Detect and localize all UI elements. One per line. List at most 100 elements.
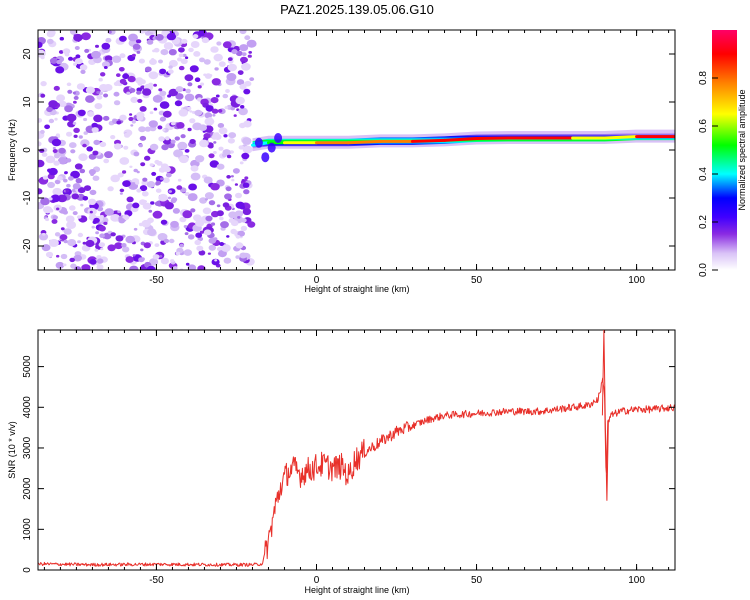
noise-speckle — [231, 178, 235, 182]
colorbar-tick-label: 0.4 — [698, 167, 709, 181]
noise-speckle — [79, 64, 88, 71]
noise-speckle — [241, 179, 245, 182]
noise-speckle — [57, 194, 67, 203]
noise-speckle — [133, 168, 138, 173]
noise-speckle — [170, 139, 176, 144]
noise-speckle — [70, 170, 80, 179]
noise-speckle — [237, 230, 245, 237]
noise-speckle — [138, 143, 143, 148]
noise-speckle — [77, 232, 84, 238]
noise-speckle — [237, 70, 244, 75]
noise-speckle — [42, 175, 49, 180]
noise-speckle — [103, 66, 108, 69]
noise-speckle — [159, 177, 164, 181]
noise-speckle — [115, 235, 124, 242]
noise-speckle — [94, 248, 99, 252]
noise-speckle — [189, 118, 196, 124]
noise-speckle — [52, 187, 62, 196]
noise-speckle — [73, 127, 80, 133]
noise-speckle — [187, 234, 195, 240]
noise-speckle — [52, 215, 58, 220]
noise-speckle — [179, 243, 185, 248]
noise-speckle — [162, 110, 172, 118]
noise-speckle-layer — [38, 30, 257, 270]
noise-speckle — [225, 186, 232, 192]
noise-speckle — [45, 251, 54, 258]
snr-xtick-label: 0 — [314, 575, 320, 586]
noise-speckle — [122, 73, 130, 80]
noise-speckle — [231, 49, 238, 55]
noise-speckle — [39, 148, 45, 153]
noise-speckle — [113, 91, 120, 97]
noise-speckle — [221, 153, 227, 158]
noise-speckle — [67, 89, 73, 94]
noise-speckle — [48, 100, 58, 108]
noise-speckle — [68, 176, 74, 181]
spectrogram-xtick-label: 50 — [471, 275, 483, 286]
noise-speckle — [230, 228, 237, 235]
noise-speckle — [71, 193, 80, 200]
noise-speckle — [162, 177, 170, 183]
noise-speckle — [89, 189, 97, 196]
noise-speckle — [172, 208, 180, 214]
noise-speckle — [168, 88, 178, 97]
snr-xtick-label: -50 — [149, 575, 164, 586]
noise-speckle — [101, 61, 110, 68]
noise-speckle — [195, 155, 205, 163]
noise-speckle — [46, 38, 54, 45]
noise-speckle — [147, 228, 157, 236]
noise-speckle — [77, 240, 81, 244]
noise-speckle — [64, 105, 73, 113]
noise-speckle — [148, 82, 154, 87]
noise-speckle — [185, 88, 191, 94]
noise-speckle — [246, 39, 257, 48]
noise-speckle — [119, 192, 123, 195]
noise-speckle — [54, 232, 61, 237]
noise-speckle — [98, 77, 103, 82]
noise-speckle — [81, 264, 91, 270]
noise-speckle — [222, 41, 232, 49]
noise-speckle — [156, 161, 163, 166]
noise-speckle — [74, 58, 83, 65]
noise-speckle — [96, 91, 100, 94]
noise-speckle — [38, 118, 43, 123]
noise-speckle — [227, 57, 233, 61]
noise-speckle — [140, 162, 146, 167]
noise-speckle — [48, 239, 59, 247]
noise-speckle — [129, 88, 136, 93]
noise-speckle — [211, 78, 221, 86]
spectrogram-x-label: Height of straight line (km) — [304, 284, 409, 294]
colorbar-tick-label: 0.2 — [698, 215, 709, 229]
noise-speckle — [89, 210, 93, 214]
signal-onset-blob — [261, 152, 270, 163]
noise-speckle — [99, 84, 109, 92]
noise-speckle — [214, 259, 218, 262]
noise-speckle — [118, 67, 125, 72]
noise-speckle — [86, 146, 93, 152]
noise-speckle — [103, 115, 110, 121]
noise-speckle — [89, 259, 97, 265]
noise-speckle — [159, 116, 166, 122]
noise-speckle — [194, 239, 201, 246]
noise-speckle — [38, 233, 49, 241]
noise-speckle — [59, 36, 64, 41]
noise-speckle — [207, 252, 211, 255]
noise-speckle — [187, 106, 192, 110]
noise-speckle — [207, 143, 214, 149]
noise-speckle — [132, 43, 141, 50]
noise-speckle — [83, 185, 92, 192]
noise-speckle — [42, 233, 46, 236]
noise-speckle — [216, 210, 224, 217]
noise-speckle — [160, 219, 168, 225]
noise-speckle — [93, 139, 100, 146]
noise-speckle — [226, 235, 230, 238]
noise-speckle — [144, 155, 151, 161]
noise-speckle — [155, 34, 164, 41]
noise-speckle — [49, 57, 58, 64]
noise-speckle — [47, 168, 52, 173]
noise-speckle — [215, 94, 220, 98]
noise-speckle — [47, 181, 55, 189]
noise-speckle — [237, 216, 241, 219]
noise-speckle — [224, 106, 229, 110]
